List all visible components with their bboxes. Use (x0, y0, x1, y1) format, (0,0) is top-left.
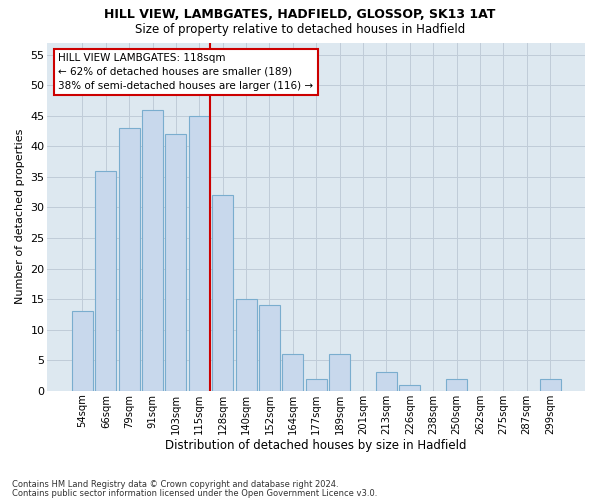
Bar (306, 378, 327, 391)
Bar (399, 384, 420, 391)
Bar (329, 354, 350, 391)
Text: Contains HM Land Registry data © Crown copyright and database right 2024.: Contains HM Land Registry data © Crown c… (12, 480, 338, 489)
Bar (283, 354, 304, 391)
Bar (212, 196, 233, 391)
Text: HILL VIEW LAMBGATES: 118sqm
← 62% of detached houses are smaller (189)
38% of se: HILL VIEW LAMBGATES: 118sqm ← 62% of det… (58, 53, 313, 91)
Bar (236, 299, 257, 391)
X-axis label: Distribution of detached houses by size in Hadfield: Distribution of detached houses by size … (166, 440, 467, 452)
Bar (72, 312, 93, 391)
Bar (446, 378, 467, 391)
Text: Contains public sector information licensed under the Open Government Licence v3: Contains public sector information licen… (12, 488, 377, 498)
Bar (166, 134, 187, 391)
Bar (539, 378, 560, 391)
Bar (376, 372, 397, 391)
Bar (259, 305, 280, 391)
Text: HILL VIEW, LAMBGATES, HADFIELD, GLOSSOP, SK13 1AT: HILL VIEW, LAMBGATES, HADFIELD, GLOSSOP,… (104, 8, 496, 20)
Y-axis label: Number of detached properties: Number of detached properties (15, 129, 25, 304)
Bar (119, 128, 140, 391)
Bar (189, 116, 210, 391)
Bar (142, 110, 163, 391)
Bar (95, 171, 116, 391)
Text: Size of property relative to detached houses in Hadfield: Size of property relative to detached ho… (135, 22, 465, 36)
